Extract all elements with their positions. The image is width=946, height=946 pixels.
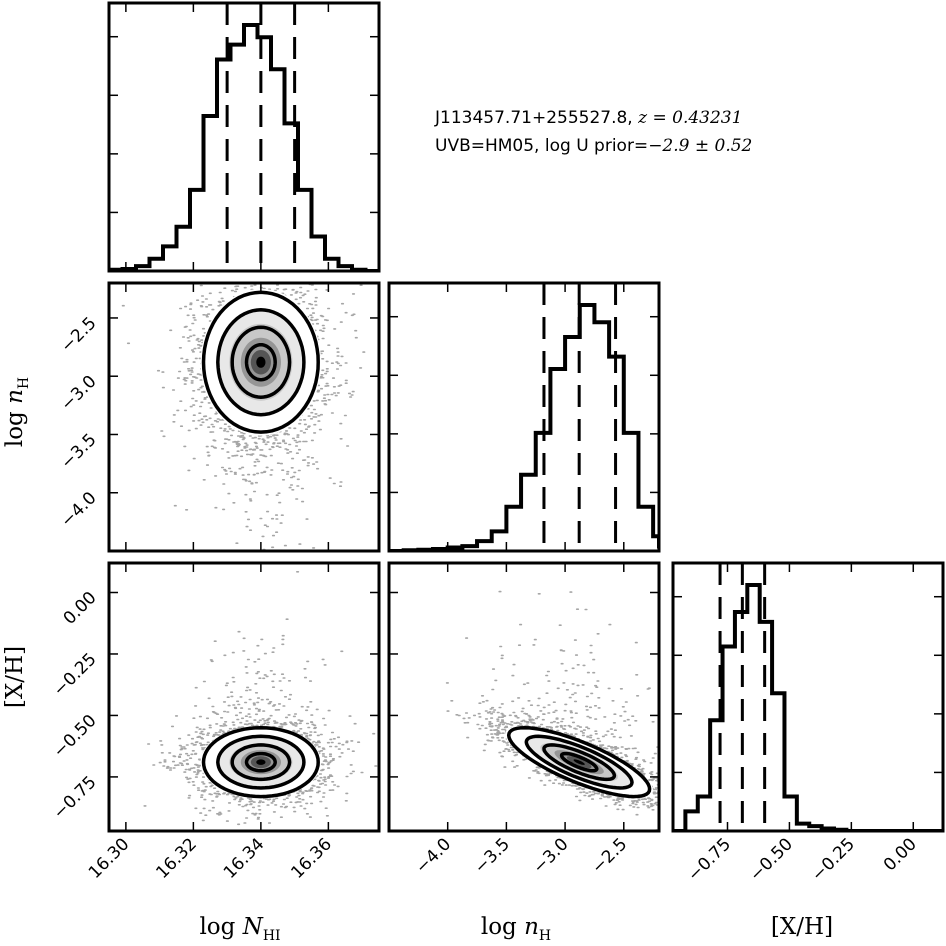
y-tick-label: −3.0 bbox=[57, 372, 100, 415]
histogram-step-logN bbox=[109, 23, 379, 271]
contour-line bbox=[201, 725, 320, 799]
contour-line bbox=[201, 290, 320, 434]
x-tick-label: 16.32 bbox=[152, 834, 201, 883]
x-tick-label: 16.30 bbox=[85, 834, 134, 883]
y-tick-label: −0.50 bbox=[50, 711, 101, 762]
x-tick-label: 0.00 bbox=[880, 834, 921, 875]
x-tick-label: −0.25 bbox=[808, 834, 859, 885]
y-tick-label: −3.5 bbox=[57, 430, 100, 473]
x-axis-label-logN: log NHI bbox=[199, 914, 280, 944]
x-tick-label: −0.50 bbox=[746, 834, 797, 885]
density-peak bbox=[256, 759, 266, 765]
joint-panel-logn-XH bbox=[387, 561, 661, 833]
x-tick-label: 16.36 bbox=[287, 834, 336, 883]
y-axis-label-logn: log nH bbox=[2, 377, 32, 447]
panel-frame bbox=[107, 281, 381, 553]
histogram-step-logn bbox=[389, 303, 659, 551]
annotation-line-1: J113457.71+255527.8, z = 0.43231 bbox=[434, 108, 742, 128]
density-peak bbox=[256, 356, 266, 368]
contour-line bbox=[230, 743, 292, 782]
contour-line bbox=[506, 725, 652, 799]
y-tick-label: −0.25 bbox=[50, 649, 101, 700]
x-tick-label: 16.34 bbox=[220, 834, 269, 883]
contour-line bbox=[216, 308, 306, 417]
y-tick-label: −2.5 bbox=[57, 313, 100, 356]
histogram-panel-XH bbox=[671, 561, 945, 833]
contour-line bbox=[542, 743, 617, 782]
joint-panel-logN-logn bbox=[107, 281, 381, 553]
x-axis-label-logn: log nH bbox=[481, 914, 551, 944]
contour-line bbox=[524, 734, 634, 790]
panel-frame bbox=[107, 1, 381, 273]
x-tick-label: −0.75 bbox=[684, 834, 735, 885]
x-tick-label: −4.0 bbox=[412, 834, 455, 877]
annotation-line-2: UVB=HM05, log U prior=−2.9 ± 0.52 bbox=[435, 136, 752, 156]
contour-line bbox=[216, 734, 306, 790]
contour-line bbox=[244, 343, 277, 382]
panel-frame bbox=[107, 561, 381, 833]
panel-frame bbox=[387, 281, 661, 553]
density-peak bbox=[573, 759, 585, 765]
y-tick-label: −4.0 bbox=[57, 488, 100, 531]
joint-panel-logN-XH bbox=[107, 561, 381, 833]
y-tick-label: −0.75 bbox=[50, 772, 101, 823]
x-tick-label: −2.5 bbox=[588, 834, 631, 877]
x-tick-label: −3.0 bbox=[529, 834, 572, 877]
contour-line bbox=[244, 751, 277, 773]
x-tick-label: −3.5 bbox=[471, 834, 514, 877]
panel-frame bbox=[387, 561, 661, 833]
y-tick-label: 0.00 bbox=[60, 588, 101, 629]
contour-line bbox=[559, 751, 599, 773]
panel-frame bbox=[671, 561, 945, 833]
histogram-panel-logn bbox=[387, 281, 661, 553]
histogram-panel-logN bbox=[107, 1, 381, 273]
x-axis-label-XH: [X/H] bbox=[771, 914, 833, 940]
y-axis-label-XH: [X/H] bbox=[2, 646, 28, 708]
contour-line bbox=[230, 325, 292, 399]
histogram-step-XH bbox=[673, 583, 943, 831]
